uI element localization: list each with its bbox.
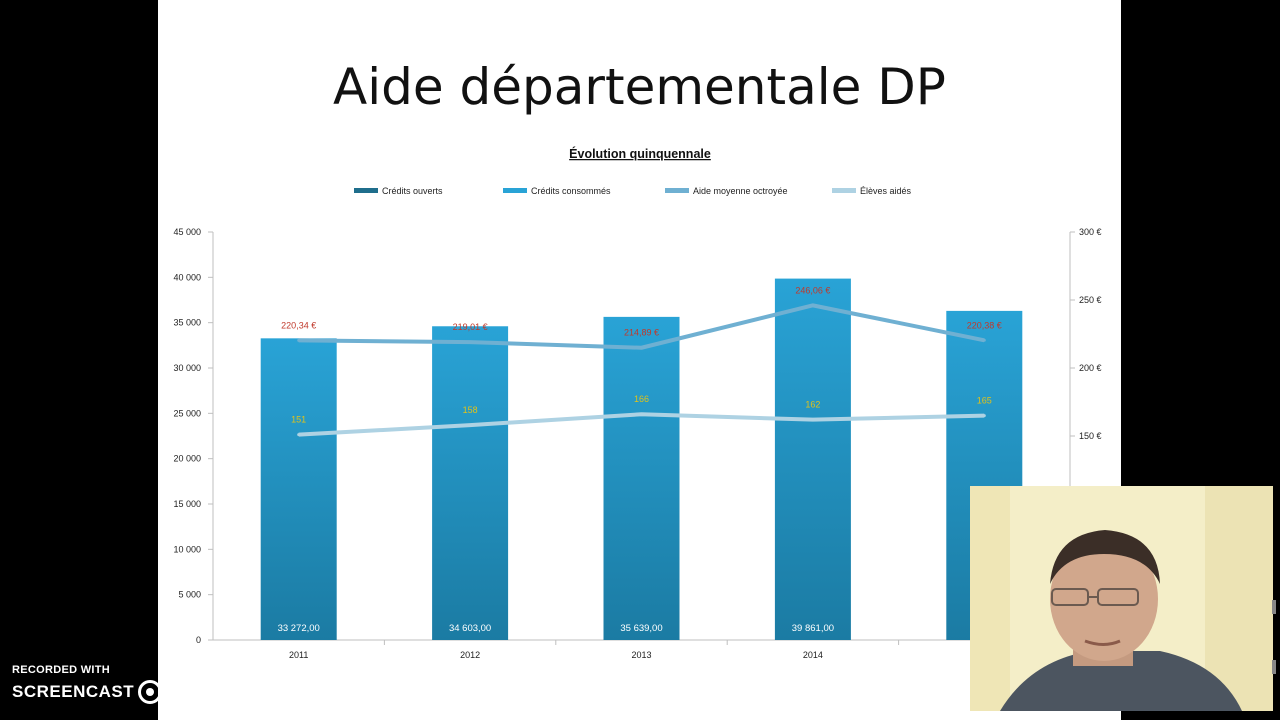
watermark-line2b: MATIC [166, 682, 222, 701]
legend-swatch [832, 188, 856, 193]
line-data-label: 166 [634, 394, 649, 404]
bar [432, 326, 509, 640]
line-point [468, 423, 472, 427]
slide: Aide départementale DP Évolution quinque… [158, 0, 1121, 720]
watermark-line2a: SCREENCAST [12, 682, 135, 701]
screencast-logo-icon [138, 680, 163, 704]
bar [603, 316, 680, 640]
presenter-video-image [970, 486, 1273, 711]
legend-label: Élèves aidés [860, 186, 912, 196]
legend-label: Crédits ouverts [382, 186, 443, 196]
line-data-label: 219,01 € [453, 322, 488, 332]
legend-label: Aide moyenne octroyée [693, 186, 788, 196]
legend-swatch [354, 188, 378, 193]
x-tick-label: 2011 [289, 650, 308, 660]
scroll-marker [1272, 660, 1276, 674]
bar-data-label: 35 639,00 [620, 623, 662, 634]
chart-legend: Crédits ouverts Crédits consommés Aide moy… [354, 186, 912, 196]
legend-swatch [503, 188, 527, 193]
y-tick-label-left: 0 [196, 635, 201, 645]
chart: Évolution quinquennale Crédits ouverts Cr… [173, 146, 1102, 660]
y-tick-label-left: 15 000 [173, 499, 201, 509]
y-tick-label-left: 35 000 [173, 318, 201, 328]
y-tick-label-left: 20 000 [173, 454, 201, 464]
line-point [982, 338, 986, 342]
chart-title: Évolution quinquennale [569, 146, 711, 161]
line-data-label: 214,89 € [624, 328, 659, 338]
line-data-label: 220,38 € [967, 320, 1002, 330]
line-data-label: 220,34 € [281, 320, 316, 330]
x-tick-label: 2012 [460, 650, 480, 660]
bar-data-label: 39 861,00 [792, 623, 834, 634]
line-point [640, 346, 643, 350]
watermark-line1: RECORDED WITH [12, 664, 111, 676]
line-data-label: 162 [805, 400, 820, 410]
data-labels: 33 272,00 34 603,00 35 639,00 39 861,00 220,… [278, 285, 1002, 634]
webcam-overlay [970, 486, 1273, 711]
legend-swatch [665, 188, 689, 193]
y-tick-label-left: 10 000 [173, 544, 201, 554]
scroll-marker [1272, 600, 1276, 614]
screencast-watermark: RECORDED WITH SCREENCAST MATIC [12, 664, 221, 704]
bar [260, 338, 337, 640]
line-point [811, 303, 815, 307]
line-point [297, 338, 301, 342]
line-point [811, 418, 815, 422]
bar-data-label: 33 272,00 [278, 623, 320, 634]
bar-series [260, 278, 1023, 640]
y-tick-label-right: 200 € [1079, 363, 1102, 373]
bar-data-label: 34 603,00 [449, 623, 491, 634]
line-point [468, 340, 472, 344]
line-data-label: 158 [463, 405, 478, 415]
line-data-label: 246,06 € [795, 285, 830, 295]
line-series [297, 303, 986, 437]
y-tick-label-left: 40 000 [173, 272, 201, 282]
bar [774, 278, 851, 640]
line-point [297, 433, 301, 437]
y-tick-label-right: 300 € [1079, 227, 1102, 237]
y-tick-label-right: 150 € [1079, 431, 1102, 441]
y-tick-label-left: 30 000 [173, 363, 201, 373]
line-data-label: 151 [291, 415, 306, 425]
x-tick-label: 2014 [803, 650, 823, 660]
line-point [982, 414, 986, 418]
y-tick-label-left: 5 000 [178, 590, 201, 600]
legend-label: Crédits consommés [531, 186, 611, 196]
line-data-label: 165 [977, 396, 992, 406]
y-tick-label-right: 250 € [1079, 295, 1102, 305]
x-tick-label: 2013 [631, 650, 651, 660]
y-tick-label-left: 45 000 [173, 227, 201, 237]
y-tick-label-left: 25 000 [173, 408, 201, 418]
line-point [640, 412, 643, 416]
slide-title: Aide départementale DP [333, 58, 946, 116]
